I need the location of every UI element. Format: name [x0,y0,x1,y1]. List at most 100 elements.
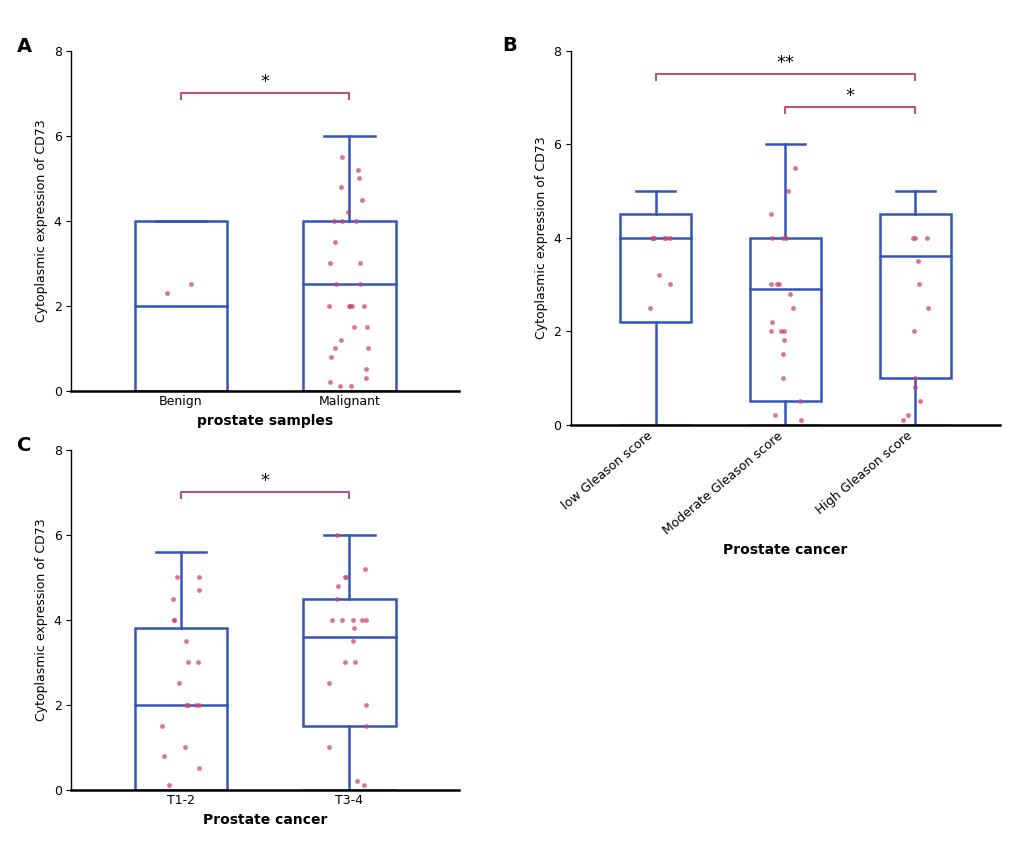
Point [906,380,922,394]
Point [918,231,934,245]
Point [321,375,337,389]
Point [322,350,338,363]
Bar [135,221,227,391]
Point [187,698,204,711]
Bar [749,238,820,402]
Point [333,214,350,228]
Bar [303,221,395,391]
Point [774,371,791,385]
Point [775,324,792,338]
Point [321,299,337,312]
Point [342,380,359,393]
Point [905,231,921,245]
X-axis label: prostate samples: prostate samples [197,414,333,428]
Text: C: C [17,436,32,455]
Text: *: * [261,73,269,91]
Point [327,278,343,291]
Point [358,698,374,711]
Point [779,184,795,198]
X-axis label: Prostate cancer: Prostate cancer [203,813,327,827]
Text: B: B [502,36,517,55]
Point [159,286,175,300]
X-axis label: Prostate cancer: Prostate cancer [722,543,847,557]
Text: *: * [261,472,269,490]
Point [191,698,207,711]
Point [350,163,366,177]
Point [660,231,677,245]
Point [644,231,660,245]
Point [899,408,915,422]
Point [179,655,196,669]
Point [358,371,374,385]
Point [169,571,185,584]
Point [345,621,362,635]
Point [347,214,364,228]
Bar [620,214,691,322]
Point [329,579,345,593]
Point [645,231,661,245]
Point [326,341,342,355]
Point [337,571,354,584]
Y-axis label: Cytoplasmic expression of CD73: Cytoplasmic expression of CD73 [35,519,48,721]
Text: **: ** [775,54,794,72]
Point [165,613,181,627]
Point [326,235,342,249]
Point [661,278,678,291]
Point [352,256,368,270]
Point [770,278,787,291]
Point [786,161,802,175]
Point [333,613,350,627]
Point [155,749,171,762]
Text: *: * [845,87,854,104]
Point [763,315,780,329]
Point [191,762,207,775]
Point [178,698,195,711]
Point [334,150,351,164]
Y-axis label: Cytoplasmic expression of CD73: Cytoplasmic expression of CD73 [534,137,547,339]
Point [906,371,922,385]
Bar [878,215,950,378]
Point [176,740,193,754]
Point [154,719,170,733]
Point [352,278,368,291]
Point [657,231,674,245]
Point [322,256,338,270]
Point [341,299,358,312]
Point [344,634,361,648]
Point [165,613,181,627]
Point [332,180,348,194]
Point [345,613,362,627]
Point [336,655,353,669]
Point [336,571,353,584]
Point [894,413,910,427]
Point [190,655,206,669]
Point [909,255,925,268]
Point [357,363,373,376]
Point [339,205,356,219]
Point [359,320,375,334]
Point [767,278,784,291]
Point [354,613,370,627]
Bar [135,628,227,790]
Point [773,231,790,245]
Point [762,208,779,222]
Point [918,301,934,315]
Point [161,779,177,792]
Point [777,231,794,245]
Point [324,613,340,627]
Point [340,299,357,312]
Point [766,408,783,422]
Bar [303,599,395,726]
Point [345,320,362,334]
Text: A: A [17,37,33,56]
Point [354,193,370,206]
Point [792,413,808,427]
Point [910,278,926,291]
Point [332,333,348,346]
Point [329,592,345,605]
Point [774,348,791,362]
Point [762,231,779,245]
Point [348,774,365,788]
Y-axis label: Cytoplasmic expression of CD73: Cytoplasmic expression of CD73 [35,120,48,322]
Point [911,394,927,408]
